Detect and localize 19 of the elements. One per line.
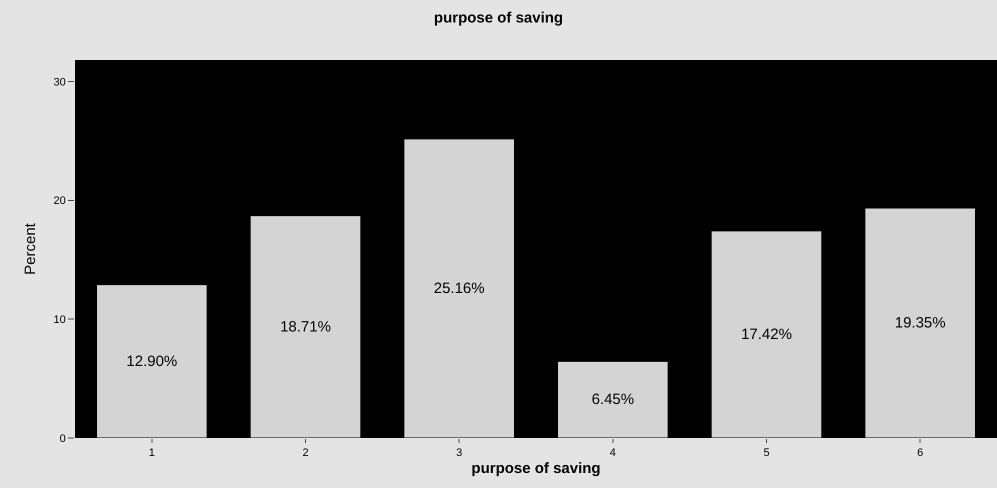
x-tick-label: 2 bbox=[302, 447, 309, 460]
data-label: 17.42% bbox=[741, 326, 792, 343]
chart-title: purpose of saving bbox=[434, 10, 564, 27]
y-axis-title: Percent bbox=[22, 222, 39, 275]
x-tick-label: 1 bbox=[148, 447, 155, 460]
y-tick-label: 20 bbox=[54, 195, 66, 208]
data-label: 6.45% bbox=[592, 391, 634, 408]
y-tick-label: 10 bbox=[54, 314, 66, 326]
x-tick-label: 6 bbox=[917, 447, 924, 460]
x-tick-label: 3 bbox=[456, 447, 462, 460]
data-label: 25.16% bbox=[434, 280, 485, 297]
x-tick-label: 4 bbox=[610, 447, 616, 460]
y-tick-label: 30 bbox=[54, 76, 66, 88]
x-axis-title: purpose of saving bbox=[471, 460, 601, 478]
data-label: 18.71% bbox=[280, 318, 331, 336]
data-label: 19.35% bbox=[894, 314, 946, 332]
x-tick-label: 5 bbox=[763, 447, 770, 460]
data-label: 12.90% bbox=[126, 352, 178, 370]
y-tick-label: 0 bbox=[60, 432, 66, 445]
